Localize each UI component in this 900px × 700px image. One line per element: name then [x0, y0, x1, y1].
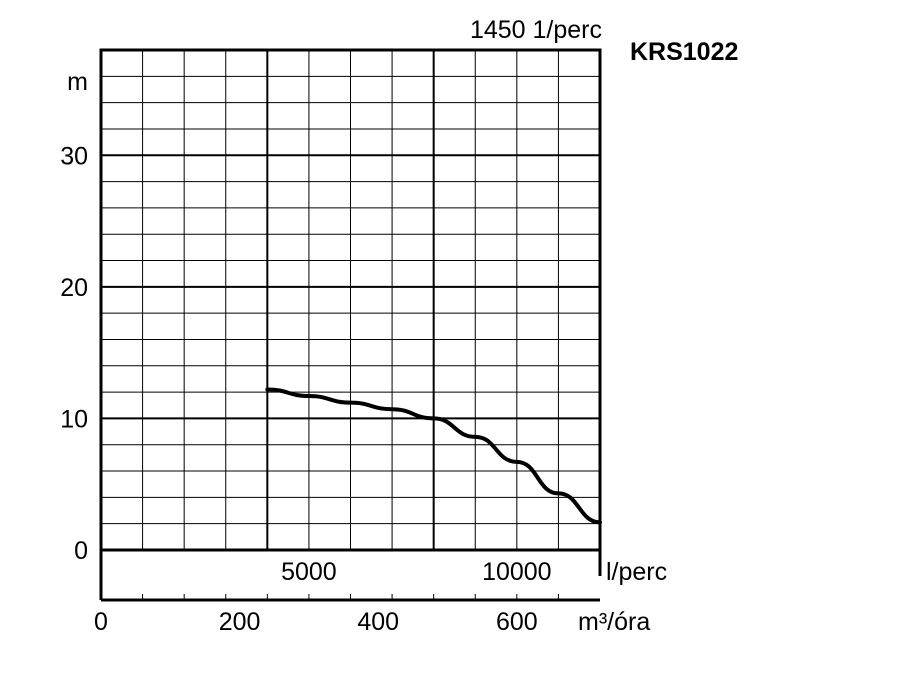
chart-subtitle: 1450 1/perc — [470, 16, 602, 44]
grid — [101, 50, 600, 550]
label-layer: 1450 1/perc KRS1022 m l/perc m³/óra 0 10 2… — [60, 16, 738, 636]
y-axis-label: m — [67, 68, 88, 96]
plot-border — [99, 48, 602, 552]
x-bottom-tick-label: 200 — [219, 608, 261, 636]
x-bottom-tick-label: 0 — [94, 608, 108, 636]
x-bottom-tick-label: 600 — [496, 608, 538, 636]
x-bottom-unit-label: m³/óra — [578, 608, 650, 636]
x-top-tick-label: 10000 — [482, 558, 552, 586]
y-tick-label: 20 — [60, 274, 88, 302]
x-bottom-tick-label: 400 — [357, 608, 399, 636]
x-top-tick-label: 5000 — [281, 558, 337, 586]
y-tick-label: 30 — [60, 142, 88, 170]
curve-layer — [265, 387, 602, 525]
chart-title: KRS1022 — [630, 38, 738, 66]
y-tick-label: 10 — [60, 405, 88, 433]
pump-curve-line — [265, 387, 602, 525]
chart-frame — [99, 48, 602, 602]
y-tick-label: 0 — [74, 537, 88, 565]
x-top-unit-label: l/perc — [606, 558, 667, 586]
